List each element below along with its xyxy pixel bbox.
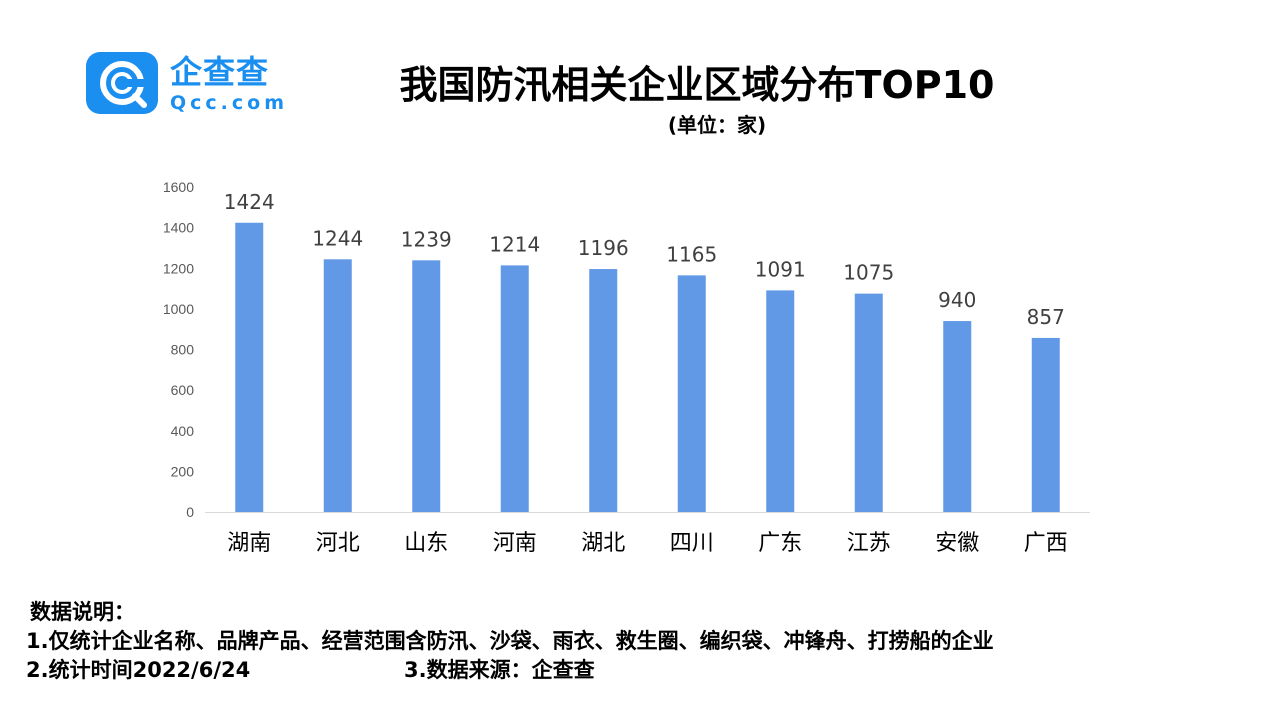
chart-title: 我国防汛相关企业区域分布TOP10	[399, 63, 995, 107]
bar-series	[235, 222, 1060, 512]
x-tick-label: 广西	[1024, 531, 1068, 556]
bar-广西	[1031, 337, 1060, 512]
x-axis-labels: 湖南 河北 山东 河南 湖北 四川 广东 江苏 安徽 广西	[227, 531, 1068, 556]
y-tick-label: 800	[171, 342, 195, 358]
data-labels: 1424 1244 1239 1214 1196 1165 1091 1075 940 857	[224, 190, 1065, 329]
logo-name-en: Qcc.com	[170, 92, 289, 114]
y-tick-label: 1000	[163, 301, 194, 317]
bar-山东	[412, 260, 441, 512]
data-label: 1075	[843, 261, 894, 285]
bar-广东	[766, 290, 795, 512]
x-tick-label: 湖北	[581, 531, 625, 556]
bar-河北	[323, 259, 352, 512]
y-tick-label: 200	[171, 463, 195, 479]
bar-湖北	[589, 269, 618, 512]
x-tick-label: 山东	[404, 531, 448, 556]
data-label: 857	[1027, 305, 1065, 329]
chart-unit: (单位：家)	[667, 113, 767, 137]
bar-四川	[677, 275, 706, 512]
data-label: 1244	[312, 226, 363, 250]
bar-湖南	[235, 222, 264, 512]
x-tick-label: 广东	[758, 531, 802, 556]
bar-河南	[500, 265, 529, 512]
brand-logo: 企查查 Qcc.com	[86, 52, 306, 118]
logo-name-cn: 企查查	[170, 53, 270, 91]
y-tick-label: 1400	[163, 220, 194, 236]
note-row-2: 2.统计时间2022/6/24 3.数据来源：企查查	[26, 656, 1256, 685]
x-tick-label: 河南	[493, 531, 537, 556]
y-tick-label: 400	[171, 423, 195, 439]
x-tick-label: 湖南	[227, 531, 271, 556]
data-label: 1424	[224, 190, 275, 214]
bar-江苏	[854, 293, 883, 512]
data-label: 1091	[755, 257, 806, 281]
note-line-2: 2.统计时间2022/6/24	[26, 658, 251, 682]
x-tick-label: 江苏	[847, 531, 891, 556]
y-tick-label: 1200	[163, 260, 194, 276]
y-tick-label: 0	[186, 504, 194, 520]
y-tick-label: 1600	[163, 179, 194, 195]
data-label: 1239	[401, 227, 452, 251]
qcc-logo-icon	[86, 52, 158, 114]
x-tick-label: 安徽	[935, 531, 979, 556]
notes-heading: 数据说明：	[30, 600, 135, 624]
data-label: 940	[938, 288, 976, 312]
data-label: 1196	[578, 236, 629, 260]
x-tick-label: 河北	[316, 531, 360, 556]
y-axis: 0 200 400 600 800 1000 1200 1400 1600	[163, 179, 194, 520]
x-tick-label: 四川	[670, 531, 714, 556]
data-label: 1165	[666, 242, 717, 266]
note-line-1: 1.仅统计企业名称、品牌产品、经营范围含防汛、沙袋、雨衣、救生圈、编织袋、冲锋舟…	[26, 629, 994, 653]
y-tick-label: 600	[171, 382, 195, 398]
data-notes: 数据说明： 1.仅统计企业名称、品牌产品、经营范围含防汛、沙袋、雨衣、救生圈、编…	[26, 598, 1256, 685]
note-line-3: 3.数据来源：企查查	[404, 658, 595, 682]
bar-安徽	[943, 321, 972, 512]
data-label: 1214	[489, 232, 540, 256]
